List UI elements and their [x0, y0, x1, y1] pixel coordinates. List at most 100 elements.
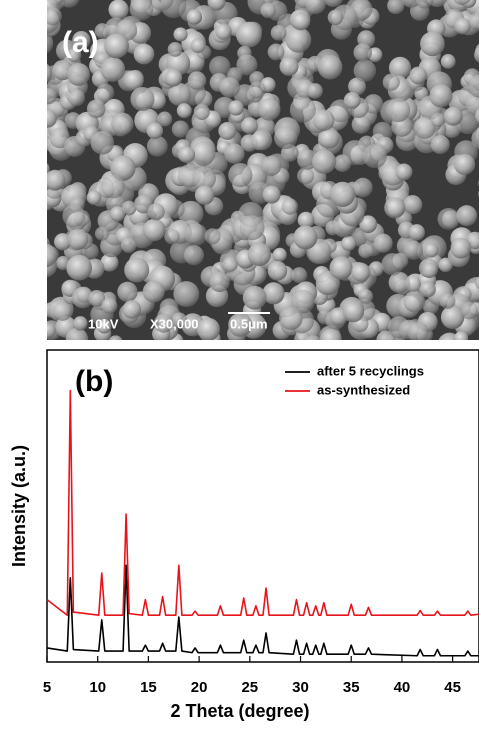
particle: [215, 23, 232, 40]
particle: [53, 302, 72, 321]
sem-voltage: 10kV: [88, 316, 119, 331]
particle: [273, 248, 287, 262]
particle: [205, 228, 221, 244]
particle: [104, 33, 129, 58]
particle: [312, 150, 336, 174]
particle: [294, 226, 318, 250]
particle: [381, 253, 403, 275]
particle: [454, 154, 475, 175]
particle: [67, 63, 90, 86]
particle: [197, 318, 220, 341]
particle: [444, 107, 463, 126]
particle: [91, 131, 115, 155]
particle: [461, 302, 478, 319]
particle: [263, 186, 281, 204]
particle: [164, 229, 179, 244]
particle: [40, 323, 55, 338]
particle: [173, 27, 187, 41]
particle: [219, 77, 240, 98]
particle: [403, 291, 425, 313]
particle: [292, 12, 310, 30]
legend-label: as-synthesized: [317, 382, 410, 397]
particle: [279, 57, 298, 76]
particle: [173, 281, 199, 307]
particle: [134, 44, 155, 65]
particle: [222, 257, 237, 272]
panel-label: (a): [62, 26, 99, 59]
particle: [236, 54, 257, 75]
particle: [268, 261, 288, 281]
particle: [329, 256, 352, 279]
particle: [344, 92, 361, 109]
sem-scale-label: 0.5μm: [230, 316, 268, 331]
particle: [386, 98, 410, 122]
particle: [318, 55, 343, 80]
particle: [67, 229, 88, 250]
particle: [408, 322, 429, 343]
particle: [209, 272, 229, 292]
particle: [330, 182, 355, 207]
particle: [351, 263, 370, 282]
particle: [404, 241, 423, 260]
particle: [274, 126, 297, 149]
x-tick-label: 20: [191, 679, 208, 696]
particle: [101, 298, 117, 314]
particle: [260, 3, 276, 19]
particle: [291, 267, 307, 283]
particle: [334, 154, 352, 172]
particle: [62, 204, 85, 227]
figure: (a) 10kV X30,000 0.5μm (b) 2 Theta (degr…: [0, 0, 479, 726]
particle: [249, 82, 266, 99]
particle: [429, 84, 452, 107]
particle: [420, 32, 445, 57]
particle: [404, 275, 421, 292]
particle: [194, 104, 210, 120]
legend-label: after 5 recyclings: [317, 363, 424, 378]
particle: [121, 237, 137, 253]
particle: [268, 44, 285, 61]
particle: [422, 263, 437, 278]
particle: [218, 122, 236, 140]
particle: [424, 243, 439, 258]
particle: [95, 227, 109, 241]
x-tick-label: 30: [292, 679, 309, 696]
particle: [341, 236, 356, 251]
particle: [44, 170, 65, 191]
x-axis-label: 2 Theta (degree): [170, 701, 309, 721]
particle: [353, 43, 371, 61]
particle: [240, 215, 265, 240]
particle: [328, 10, 343, 25]
particle: [374, 234, 393, 253]
particle: [384, 197, 405, 218]
particle: [33, 91, 48, 106]
particle: [187, 9, 202, 24]
particle: [188, 71, 207, 90]
particle: [343, 301, 364, 322]
particle: [251, 131, 271, 151]
particle: [320, 329, 342, 351]
particle: [258, 98, 281, 121]
panel-label: (b): [75, 365, 113, 398]
particle: [68, 89, 85, 106]
particle: [261, 156, 281, 176]
particle: [41, 88, 57, 104]
particle: [286, 27, 312, 53]
particle: [124, 257, 149, 282]
particle: [34, 244, 57, 267]
particle: [117, 282, 137, 302]
sem-magnification: X30,000: [150, 316, 198, 331]
particle: [303, 335, 322, 354]
particle: [243, 286, 267, 310]
particle: [271, 25, 287, 41]
particle: [228, 163, 252, 187]
particle: [73, 316, 87, 330]
particle: [147, 203, 164, 220]
particle: [456, 205, 477, 226]
particle: [195, 186, 214, 205]
particle: [147, 136, 168, 157]
x-tick-label: 10: [89, 679, 106, 696]
particle: [168, 42, 183, 57]
particle: [307, 83, 323, 99]
particle: [108, 335, 123, 350]
particle: [111, 113, 133, 135]
